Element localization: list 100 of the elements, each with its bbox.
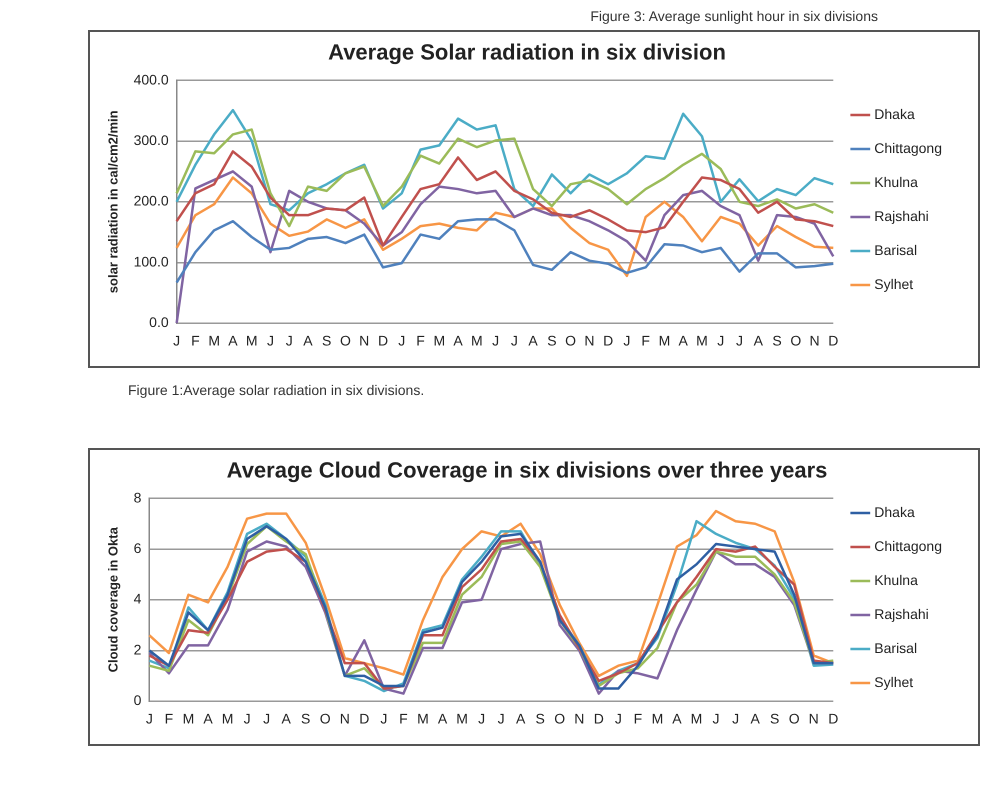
x-tick-label: A <box>303 332 314 348</box>
x-tick-label: J <box>732 710 740 726</box>
x-tick-label: D <box>828 710 838 726</box>
legend-label: Rajshahi <box>874 208 929 224</box>
x-tick-label: J <box>736 332 743 348</box>
x-tick-label: S <box>301 710 310 726</box>
x-tick-label: M <box>417 710 429 726</box>
x-tick-label: A <box>754 332 764 348</box>
x-tick-label: J <box>498 710 505 726</box>
legend-label: Barisal <box>874 640 918 656</box>
caption: Figure 1:Average solar radiation in six divisions. <box>128 382 426 400</box>
y-tick-label: 300.0 <box>134 132 169 148</box>
x-tick-label: N <box>808 710 819 726</box>
y-tick-label: 200.0 <box>134 192 169 209</box>
legend-label: Barisal <box>874 242 918 258</box>
chart-title: Average Solar radiation in six division <box>328 39 726 64</box>
legend-label: Chittagong <box>874 538 942 554</box>
y-axis-title: solar radiation in cal/cm2/min <box>105 110 120 294</box>
x-tick-label: M <box>433 332 446 348</box>
x-tick-label: S <box>770 710 780 726</box>
x-tick-label: N <box>584 332 594 348</box>
x-tick-label: F <box>416 332 425 348</box>
y-axis-title: Cloud coverage in Okta <box>105 526 120 672</box>
x-tick-label: F <box>191 332 200 348</box>
x-tick-label: J <box>146 710 153 726</box>
caption: Figure 3: Average sunlight hour in six divisions <box>589 8 879 26</box>
x-tick-label: J <box>717 332 724 348</box>
x-tick-label: M <box>690 710 702 726</box>
x-tick-label: J <box>244 710 251 726</box>
x-tick-label: M <box>246 332 258 348</box>
x-tick-label: F <box>399 710 408 726</box>
x-tick-label: S <box>536 710 545 726</box>
x-tick-label: D <box>359 710 370 726</box>
legend-label: Sylhet <box>874 276 914 292</box>
x-tick-label: J <box>286 332 293 348</box>
x-tick-label: O <box>565 332 576 348</box>
x-tick-label: J <box>492 332 500 348</box>
legend-label: Dhaka <box>874 504 915 520</box>
x-tick-label: J <box>510 332 518 348</box>
x-tick-label: J <box>266 332 274 348</box>
x-tick-label: M <box>658 332 670 348</box>
x-tick-label: M <box>696 332 708 348</box>
x-tick-label: N <box>359 332 370 348</box>
y-tick-label: 0.0 <box>149 314 169 330</box>
x-tick-label: A <box>678 332 689 348</box>
x-tick-label: O <box>554 710 566 726</box>
x-tick-label: N <box>809 332 820 348</box>
x-tick-label: S <box>322 332 332 348</box>
x-tick-label: O <box>790 332 802 348</box>
legend-label: Khulna <box>874 572 918 588</box>
y-tick-label: 2 <box>134 641 142 658</box>
x-tick-label: A <box>203 710 214 726</box>
x-tick-label: J <box>478 710 486 726</box>
x-tick-label: N <box>340 710 350 726</box>
x-tick-label: D <box>378 332 388 348</box>
x-tick-label: O <box>320 710 331 726</box>
x-tick-label: F <box>634 710 642 726</box>
x-tick-label: A <box>672 710 682 726</box>
x-tick-label: A <box>516 710 526 726</box>
x-tick-label: J <box>263 710 270 726</box>
x-tick-label: O <box>788 710 800 726</box>
x-tick-label: A <box>528 332 538 348</box>
y-tick-label: 0 <box>134 692 142 708</box>
x-tick-label: D <box>828 332 838 348</box>
x-tick-label: M <box>222 710 234 726</box>
x-tick-label: N <box>574 710 584 726</box>
y-tick-label: 100.0 <box>134 253 169 270</box>
x-tick-label: J <box>614 710 622 726</box>
legend-label: Dhaka <box>874 106 915 122</box>
y-tick-label: 4 <box>134 590 142 607</box>
chart-title: Average Cloud Coverage in six divisions over three years <box>226 457 828 482</box>
legend-label: Sylhet <box>874 674 914 690</box>
x-tick-label: A <box>281 710 292 726</box>
x-tick-label: M <box>182 710 194 726</box>
x-tick-label: M <box>456 710 468 726</box>
x-tick-label: J <box>623 332 630 348</box>
x-tick-label: J <box>173 332 180 348</box>
x-tick-label: F <box>641 332 650 348</box>
y-tick-label: 8 <box>134 489 142 506</box>
x-tick-label: F <box>164 710 174 726</box>
x-tick-label: M <box>470 332 483 348</box>
x-tick-label: S <box>547 332 557 348</box>
x-tick-label: A <box>228 332 238 348</box>
x-tick-label: O <box>340 332 352 348</box>
x-tick-label: M <box>652 710 664 726</box>
x-tick-label: A <box>438 710 448 726</box>
x-tick-label: J <box>398 332 406 348</box>
y-tick-label: 6 <box>134 540 142 556</box>
legend-label: Khulna <box>874 174 918 190</box>
x-tick-label: S <box>772 332 782 348</box>
x-tick-label: D <box>603 332 614 348</box>
legend-label: Chittagong <box>874 140 942 156</box>
x-tick-label: A <box>750 710 760 726</box>
x-tick-label: A <box>453 332 464 348</box>
x-tick-label: J <box>380 710 388 726</box>
x-tick-label: M <box>208 332 220 348</box>
legend-label: Rajshahi <box>874 606 929 622</box>
x-tick-label: D <box>594 710 604 726</box>
x-tick-label: J <box>712 710 720 726</box>
y-tick-label: 400.0 <box>134 71 169 88</box>
